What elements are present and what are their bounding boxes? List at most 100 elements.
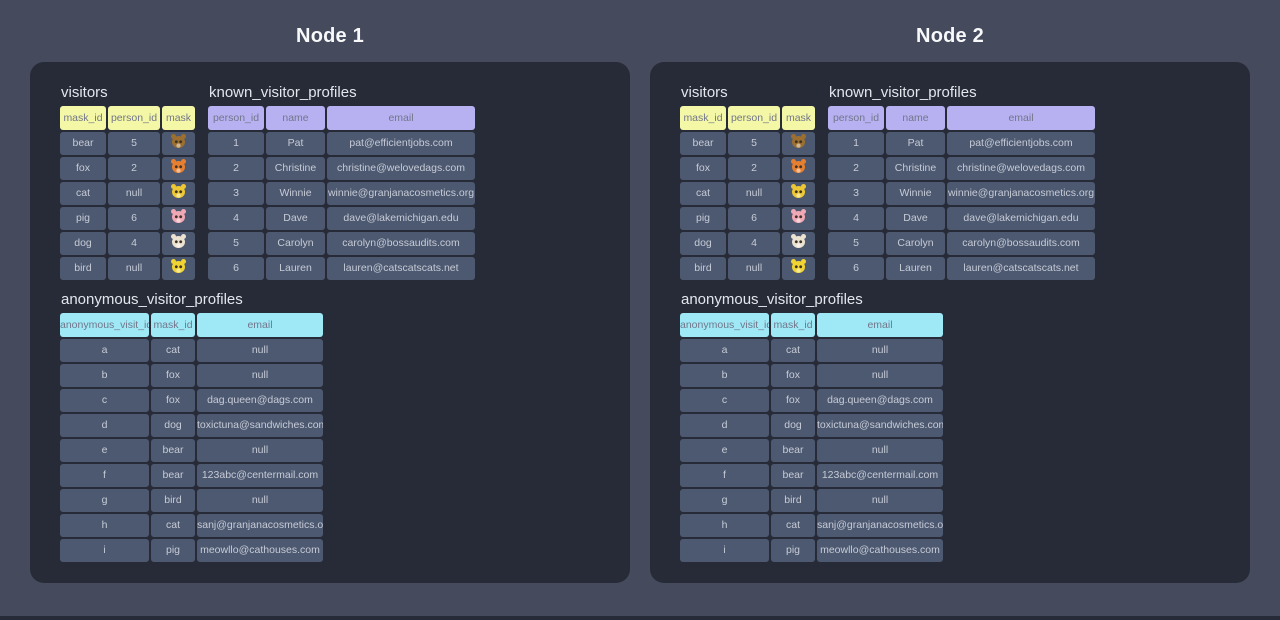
- cat-face-icon: [171, 183, 186, 198]
- table-cell-mask: [782, 257, 815, 280]
- column-header-anonymous_visit_id: anonymous_visit_id: [680, 313, 769, 337]
- table-title-visitors: visitors: [61, 84, 108, 101]
- table-cell: 6: [828, 257, 884, 280]
- table-cell: pig: [680, 207, 726, 230]
- visitors-table-group: visitors mask_id person_id mask bear 5 fox 2 ca…: [60, 84, 195, 280]
- table-cell: 1: [208, 132, 264, 155]
- table-cell: bear: [151, 439, 195, 462]
- table-cell: 4: [828, 207, 884, 230]
- table-cell: h: [680, 514, 769, 537]
- column-header-person_id: person_id: [108, 106, 160, 130]
- table-cell: 5: [828, 232, 884, 255]
- table-cell: 2: [108, 157, 160, 180]
- table-cell: Lauren: [886, 257, 945, 280]
- table-cell: 4: [108, 232, 160, 255]
- table-cell-mask: [782, 232, 815, 255]
- table-cell: dog: [771, 414, 815, 437]
- anonymous-visitor-profiles-table: anonymous_visit_id mask_id email a cat null b f…: [680, 313, 1232, 562]
- table-cell: cat: [680, 182, 726, 205]
- table-cell: 123abc@centermail.com: [817, 464, 943, 487]
- table-cell: f: [60, 464, 149, 487]
- table-cell: pig: [60, 207, 106, 230]
- table-cell-mask: [782, 157, 815, 180]
- table-cell-mask: [782, 207, 815, 230]
- table-cell: cat: [771, 339, 815, 362]
- table-cell-mask: [782, 182, 815, 205]
- table-cell: 6: [108, 207, 160, 230]
- table-title-known-visitor-profiles: known_visitor_profiles: [829, 84, 977, 101]
- column-header-mask_id: mask_id: [151, 313, 195, 337]
- table-cell: 6: [208, 257, 264, 280]
- table-cell: d: [680, 414, 769, 437]
- column-header-mask_id: mask_id: [60, 106, 106, 130]
- node-2-title: Node 2: [916, 25, 984, 47]
- table-cell: dog: [680, 232, 726, 255]
- table-cell: e: [60, 439, 149, 462]
- table-cell-mask: [162, 232, 195, 255]
- table-cell: bear: [60, 132, 106, 155]
- table-cell: b: [60, 364, 149, 387]
- table-cell: null: [817, 339, 943, 362]
- top-tables-row: visitors mask_id person_id mask bear 5 fox 2 ca…: [60, 84, 612, 280]
- table-cell-mask: [782, 132, 815, 155]
- table-cell: meowllo@cathouses.com: [817, 539, 943, 562]
- table-cell: toxictuna@sandwiches.com: [197, 414, 323, 437]
- table-cell: null: [197, 489, 323, 512]
- dog-face-icon: [791, 233, 806, 248]
- table-cell: i: [680, 539, 769, 562]
- column-header-mask_id: mask_id: [771, 313, 815, 337]
- table-cell: fox: [680, 157, 726, 180]
- table-cell: fox: [151, 389, 195, 412]
- column-header-anonymous_visit_id: anonymous_visit_id: [60, 313, 149, 337]
- table-cell: 2: [208, 157, 264, 180]
- node-1-panel: visitors mask_id person_id mask bear 5 fox 2 ca…: [30, 62, 630, 583]
- table-cell: 3: [828, 182, 884, 205]
- table-cell: lauren@catscatscats.net: [947, 257, 1095, 280]
- table-cell: dog: [151, 414, 195, 437]
- table-cell: null: [197, 364, 323, 387]
- known-visitor-profiles-table: person_id name email 1 Pat pat@efficientjobs.…: [208, 106, 475, 280]
- dog-face-icon: [171, 233, 186, 248]
- table-cell-mask: [162, 257, 195, 280]
- table-cell: fox: [151, 364, 195, 387]
- table-cell: bird: [680, 257, 726, 280]
- table-cell: bear: [771, 439, 815, 462]
- bird-face-icon: [791, 258, 806, 273]
- table-cell-mask: [162, 157, 195, 180]
- table-cell: bear: [680, 132, 726, 155]
- table-cell: bird: [60, 257, 106, 280]
- known-visitor-profiles-table: person_id name email 1 Pat pat@efficientjobs.…: [828, 106, 1095, 280]
- column-header-person_id: person_id: [828, 106, 884, 130]
- table-cell: bird: [771, 489, 815, 512]
- table-cell: dag.queen@dags.com: [817, 389, 943, 412]
- column-header-mask_id: mask_id: [680, 106, 726, 130]
- table-cell: fox: [771, 389, 815, 412]
- table-cell: cat: [151, 339, 195, 362]
- bear-face-icon: [171, 133, 186, 148]
- table-title-known-visitor-profiles: known_visitor_profiles: [209, 84, 357, 101]
- visitors-table-group: visitors mask_id person_id mask bear 5 fox 2 ca…: [680, 84, 815, 280]
- table-cell: pat@efficientjobs.com: [947, 132, 1095, 155]
- table-cell: g: [60, 489, 149, 512]
- table-cell: c: [680, 389, 769, 412]
- table-cell: 5: [108, 132, 160, 155]
- table-title-anonymous-visitor-profiles: anonymous_visitor_profiles: [681, 291, 863, 308]
- table-cell: e: [680, 439, 769, 462]
- table-cell: carolyn@bossaudits.com: [947, 232, 1095, 255]
- table-title-anonymous-visitor-profiles: anonymous_visitor_profiles: [61, 291, 243, 308]
- table-cell: 6: [728, 207, 780, 230]
- table-cell: null: [197, 339, 323, 362]
- table-cell: carolyn@bossaudits.com: [327, 232, 475, 255]
- column-header-email: email: [947, 106, 1095, 130]
- anonymous-visitor-profiles-table: anonymous_visit_id mask_id email a cat null b f…: [60, 313, 612, 562]
- visitors-table: mask_id person_id mask bear 5 fox 2 cat null pig 6…: [680, 106, 815, 280]
- table-cell: 2: [828, 157, 884, 180]
- pig-face-icon: [171, 208, 186, 223]
- table-cell: 3: [208, 182, 264, 205]
- table-cell: a: [680, 339, 769, 362]
- node-2-section: Node 2 visitors mask_id person_id mask bear…: [650, 0, 1250, 583]
- table-cell: toxictuna@sandwiches.com: [817, 414, 943, 437]
- table-cell: g: [680, 489, 769, 512]
- table-cell: 1: [828, 132, 884, 155]
- table-cell: Winnie: [886, 182, 945, 205]
